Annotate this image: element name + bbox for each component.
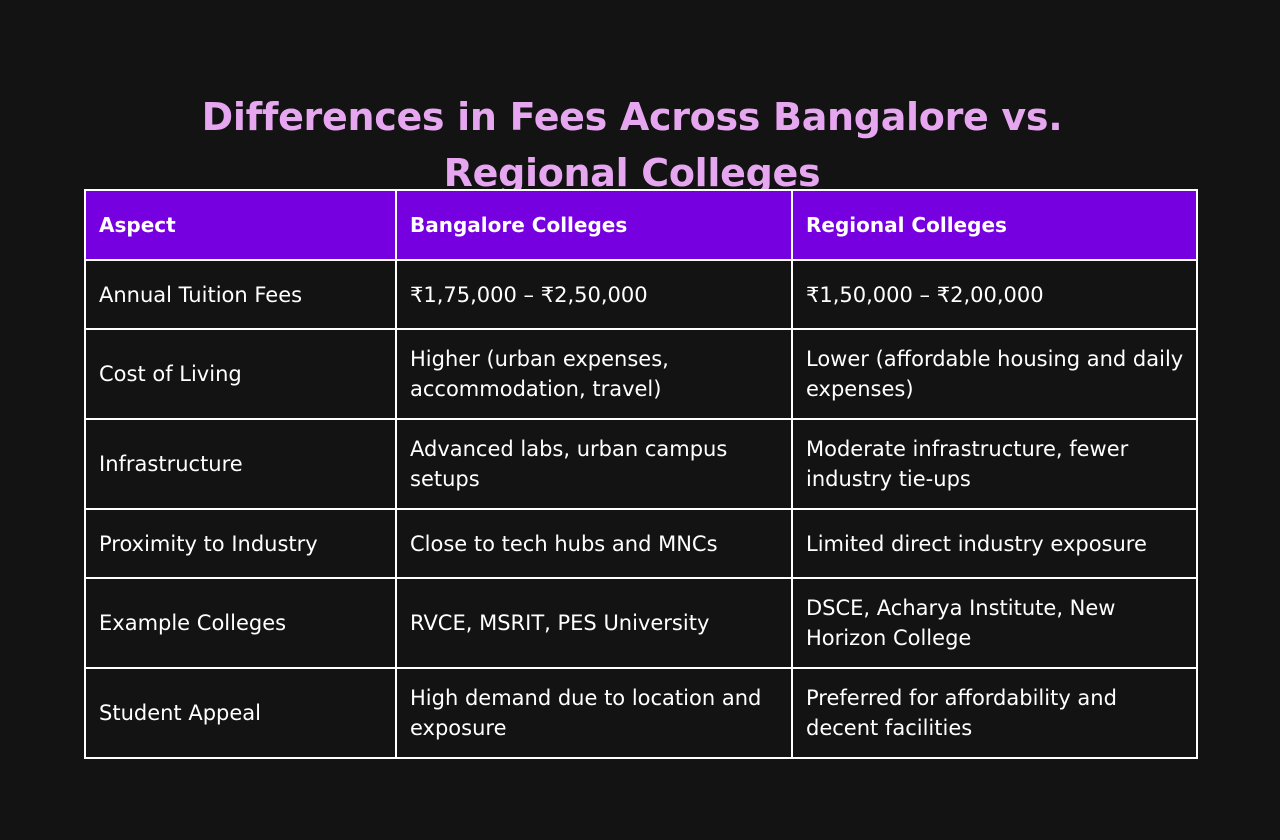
cell-regional: Lower (affordable housing and daily expe… (791, 328, 1198, 420)
cell-regional: ₹1,50,000 – ₹2,00,000 (791, 259, 1198, 330)
cell-regional: Moderate infrastructure, fewer industry … (791, 418, 1198, 510)
title-line-2: Regional Colleges (443, 151, 821, 196)
table-row: Example Colleges RVCE, MSRIT, PES Univer… (84, 577, 1198, 669)
header-regional-colleges: Regional Colleges (791, 189, 1198, 261)
cell-aspect: Student Appeal (84, 667, 397, 759)
header-bangalore-colleges: Bangalore Colleges (395, 189, 793, 261)
table-row: Student Appeal High demand due to locati… (84, 667, 1198, 759)
cell-aspect: Infrastructure (84, 418, 397, 510)
table-row: Proximity to Industry Close to tech hubs… (84, 508, 1198, 579)
title-line-1: Differences in Fees Across Bangalore vs. (201, 95, 1063, 140)
cell-bangalore: Advanced labs, urban campus setups (395, 418, 793, 510)
cell-bangalore: Close to tech hubs and MNCs (395, 508, 793, 579)
table-row: Infrastructure Advanced labs, urban camp… (84, 418, 1198, 510)
comparison-table: Aspect Bangalore Colleges Regional Colle… (84, 189, 1198, 759)
table-row: Cost of Living Higher (urban expenses, a… (84, 328, 1198, 420)
cell-regional: DSCE, Acharya Institute, New Horizon Col… (791, 577, 1198, 669)
cell-bangalore: Higher (urban expenses, accommodation, t… (395, 328, 793, 420)
cell-aspect: Proximity to Industry (84, 508, 397, 579)
cell-aspect: Example Colleges (84, 577, 397, 669)
header-aspect: Aspect (84, 189, 397, 261)
cell-bangalore: High demand due to location and exposure (395, 667, 793, 759)
page-title: Differences in Fees Across Bangalore vs.… (0, 89, 1264, 201)
table-row: Annual Tuition Fees ₹1,75,000 – ₹2,50,00… (84, 259, 1198, 330)
cell-bangalore: ₹1,75,000 – ₹2,50,000 (395, 259, 793, 330)
cell-bangalore: RVCE, MSRIT, PES University (395, 577, 793, 669)
cell-regional: Limited direct industry exposure (791, 508, 1198, 579)
cell-aspect: Cost of Living (84, 328, 397, 420)
cell-regional: Preferred for affordability and decent f… (791, 667, 1198, 759)
table-header-row: Aspect Bangalore Colleges Regional Colle… (84, 189, 1198, 261)
cell-aspect: Annual Tuition Fees (84, 259, 397, 330)
